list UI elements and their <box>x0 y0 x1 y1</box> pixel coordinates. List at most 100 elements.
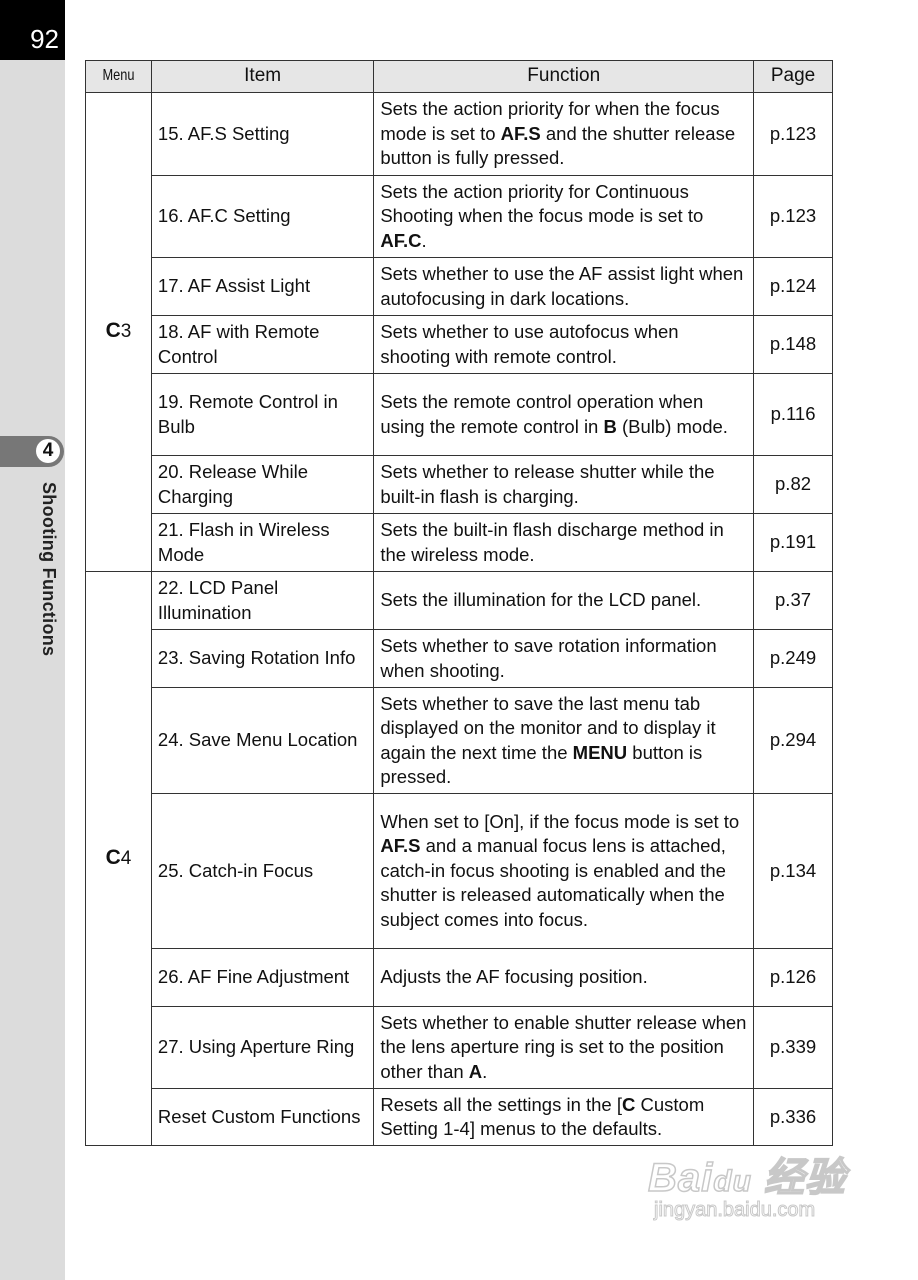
page-ref-cell: p.37 <box>753 571 833 630</box>
page-number: 92 <box>0 0 65 60</box>
function-cell: Sets whether to save rotation informatio… <box>373 629 755 688</box>
item-cell: 23. Saving Rotation Info <box>150 629 375 688</box>
menu-number: 3 <box>120 321 132 343</box>
function-text: When set to [On], if the focus mode is s… <box>380 810 740 832</box>
function-text: and a manual focus lens is attached, cat… <box>380 835 726 930</box>
item-cell: 18. AF with Remote Control <box>150 315 375 374</box>
item-cell: 20. Release While Charging <box>150 455 375 514</box>
function-text: Custom Setting 1-4] menus to the default… <box>380 1093 705 1140</box>
function-text: Sets whether to enable shutter release w… <box>380 1011 747 1082</box>
mode-symbol: B <box>603 415 617 437</box>
function-text: (Bulb) mode. <box>616 415 728 437</box>
table-row: 20. Release While Charging Sets whether t… <box>86 455 833 514</box>
item-cell: 26. AF Fine Adjustment <box>150 948 375 1007</box>
table-row: 25. Catch-in Focus When set to [On], if t… <box>86 793 833 949</box>
function-cell: Sets whether to save the last menu tab d… <box>373 687 755 794</box>
baidu-watermark: Baidu 经验 jingyan.baidu.com <box>647 1145 847 1222</box>
function-cell: Sets the action priority for when the fo… <box>373 92 755 176</box>
watermark-url: jingyan.baidu.com <box>653 1199 816 1222</box>
custom-settings-table: Menu Item Function Page C3 15. AF.S Setti… <box>85 60 833 1146</box>
table-row: 21. Flash in Wireless Mode Sets the built… <box>86 513 833 572</box>
function-text: Sets whether to use autofocus when shoot… <box>380 321 679 367</box>
header-item: Item <box>150 60 375 93</box>
menu-cell: C3 <box>85 92 152 572</box>
function-cell: Sets the illumination for the LCD panel. <box>373 571 755 630</box>
function-cell: Sets the action priority for Continuous … <box>373 175 755 258</box>
function-text: Sets the remote control operation when u… <box>380 391 704 437</box>
page-ref-cell: p.249 <box>753 629 833 688</box>
mode-symbol: AF.S <box>380 835 421 857</box>
chapter-number: 4 <box>36 439 60 463</box>
page-ref-cell: p.339 <box>753 1006 833 1089</box>
mode-symbol: MENU <box>572 741 628 763</box>
function-text: button is pressed. <box>380 741 703 788</box>
menu-number: 4 <box>120 847 132 869</box>
function-cell: Sets the remote control operation when u… <box>373 373 755 456</box>
function-text: . <box>482 1060 488 1082</box>
function-text: Sets the illumination for the LCD panel. <box>380 589 702 611</box>
item-cell: 25. Catch-in Focus <box>150 793 375 949</box>
function-cell: Sets the built-in flash discharge method… <box>373 513 755 572</box>
mode-symbol: AF.S <box>500 122 541 144</box>
function-text: . <box>421 229 427 251</box>
table-row: C4 22. LCD Panel Illumination Sets the ill… <box>85 571 833 1146</box>
item-cell: 15. AF.S Setting <box>150 92 375 176</box>
function-cell: Resets all the settings in the [C Custom… <box>373 1088 755 1146</box>
item-cell: 24. Save Menu Location <box>150 687 375 794</box>
page-ref-cell: p.134 <box>753 793 833 949</box>
table-row: 24. Save Menu Location Sets whether to sa… <box>86 687 833 794</box>
table-row: 16. AF.C Setting Sets the action priority… <box>86 175 833 258</box>
function-cell: Sets whether to use autofocus when shoot… <box>373 315 755 374</box>
page-ref-cell: p.123 <box>753 92 833 176</box>
table-row: Reset Custom Functions Resets all the set… <box>86 1088 833 1146</box>
page-ref-cell: p.116 <box>753 373 833 456</box>
item-cell: 16. AF.C Setting <box>150 175 375 258</box>
function-cell: Sets whether to enable shutter release w… <box>373 1006 755 1089</box>
header-menu: Menu <box>85 60 152 93</box>
watermark-logo: Baidu 经验 <box>647 1155 847 1201</box>
item-cell: 22. LCD Panel Illumination <box>150 571 375 630</box>
page-ref-cell: p.123 <box>753 175 833 258</box>
function-text: Sets whether to use the AF assist light … <box>380 263 744 309</box>
function-cell: When set to [On], if the focus mode is s… <box>373 793 755 949</box>
item-cell: 19. Remote Control in Bulb <box>150 373 375 456</box>
custom-menu-icon: C <box>105 319 121 343</box>
item-cell: 17. AF Assist Light <box>150 257 375 316</box>
table-row: 27. Using Aperture Ring Sets whether to e… <box>86 1006 833 1089</box>
mode-symbol: A <box>468 1060 483 1082</box>
function-cell: Sets whether to use the AF assist light … <box>373 257 755 316</box>
function-text: Resets all the settings in the [ <box>380 1093 622 1115</box>
function-cell: Adjusts the AF focusing position. <box>373 948 755 1007</box>
table-row: 17. AF Assist Light Sets whether to use t… <box>86 257 833 316</box>
page-ref-cell: p.82 <box>753 455 833 514</box>
menu-cell: C4 <box>85 571 152 1146</box>
page-ref-cell: p.336 <box>753 1088 833 1146</box>
page-ref-cell: p.294 <box>753 687 833 794</box>
item-cell: 27. Using Aperture Ring <box>150 1006 375 1089</box>
chapter-title: Shooting Functions <box>39 482 59 657</box>
mode-symbol: C <box>622 1093 636 1115</box>
function-text: Sets the built-in flash discharge method… <box>380 519 724 565</box>
table-row: 26. AF Fine Adjustment Adjusts the AF foc… <box>86 948 833 1007</box>
page-ref-cell: p.124 <box>753 257 833 316</box>
page-ref-cell: p.191 <box>753 513 833 572</box>
table-row: 23. Saving Rotation Info Sets whether to … <box>86 629 833 688</box>
function-text: Sets whether to save the last menu tab d… <box>380 692 716 763</box>
mode-symbol: AF.C <box>380 229 422 251</box>
page-ref-cell: p.148 <box>753 315 833 374</box>
header-function: Function <box>373 60 755 93</box>
item-cell: Reset Custom Functions <box>150 1088 375 1146</box>
table-row: 19. Remote Control in Bulb Sets the remot… <box>86 373 833 456</box>
function-text: Sets whether to release shutter while th… <box>380 461 715 507</box>
function-text: Adjusts the AF focusing position. <box>380 966 648 988</box>
function-text: Sets whether to save rotation informatio… <box>380 635 717 681</box>
page-ref-cell: p.126 <box>753 948 833 1007</box>
function-text: Sets the action priority for Continuous … <box>380 180 704 227</box>
table-row: C3 15. AF.S Setting Sets the action priori… <box>85 92 833 572</box>
chapter-sidebar <box>0 0 65 1280</box>
function-text: Sets the action priority for when the fo… <box>380 98 720 144</box>
function-cell: Sets whether to release shutter while th… <box>373 455 755 514</box>
table-header-row: Menu Item Function Page <box>85 60 833 93</box>
header-page: Page <box>753 60 833 93</box>
item-cell: 21. Flash in Wireless Mode <box>150 513 375 572</box>
